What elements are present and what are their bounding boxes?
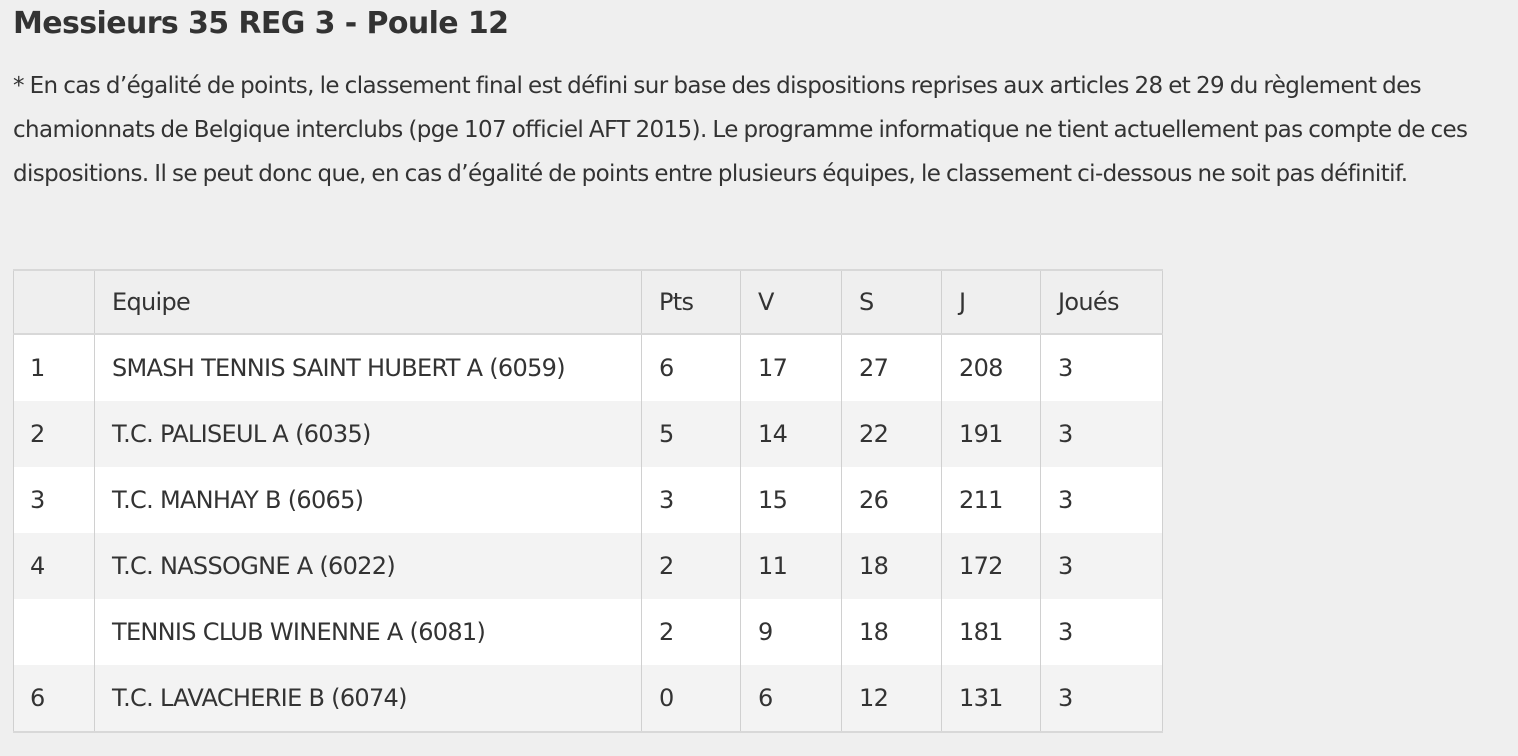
- cell-sets: 12: [841, 665, 942, 733]
- cell-sets: 18: [841, 599, 942, 665]
- cell-points: 3: [641, 467, 741, 533]
- page-title: Messieurs 35 REG 3 - Poule 12: [13, 6, 509, 41]
- cell-played: 3: [1040, 599, 1163, 665]
- cell-played: 3: [1040, 467, 1163, 533]
- cell-sets: 27: [841, 334, 942, 401]
- cell-rank: 4: [13, 533, 95, 599]
- header-wins: V: [740, 269, 842, 335]
- cell-played: 3: [1040, 401, 1163, 467]
- cell-played: 3: [1040, 334, 1163, 401]
- header-sets: S: [841, 269, 942, 335]
- header-played: Joués: [1040, 269, 1163, 335]
- cell-played: 3: [1040, 533, 1163, 599]
- table-row: 4 T.C. NASSOGNE A (6022) 2 11 18 172 3: [13, 533, 1163, 599]
- cell-points: 2: [641, 533, 741, 599]
- cell-wins: 11: [740, 533, 842, 599]
- cell-team: SMASH TENNIS SAINT HUBERT A (6059): [94, 334, 642, 401]
- cell-points: 5: [641, 401, 741, 467]
- cell-rank: [13, 599, 95, 665]
- standings-table: Equipe Pts V S J Joués 1 SMASH TENNIS SA…: [13, 269, 1163, 733]
- cell-sets: 18: [841, 533, 942, 599]
- cell-team: T.C. MANHAY B (6065): [94, 467, 642, 533]
- cell-games: 172: [941, 533, 1041, 599]
- cell-points: 2: [641, 599, 741, 665]
- cell-team: T.C. NASSOGNE A (6022): [94, 533, 642, 599]
- cell-wins: 14: [740, 401, 842, 467]
- header-games: J: [941, 269, 1041, 335]
- cell-games: 211: [941, 467, 1041, 533]
- table-header-row: Equipe Pts V S J Joués: [13, 269, 1163, 335]
- cell-points: 0: [641, 665, 741, 733]
- cell-team: T.C. LAVACHERIE B (6074): [94, 665, 642, 733]
- cell-games: 181: [941, 599, 1041, 665]
- cell-sets: 22: [841, 401, 942, 467]
- cell-sets: 26: [841, 467, 942, 533]
- main-content: Messieurs 35 REG 3 - Poule 12 * En cas d…: [13, 0, 1508, 733]
- cell-games: 191: [941, 401, 1041, 467]
- cell-games: 131: [941, 665, 1041, 733]
- cell-team: T.C. PALISEUL A (6035): [94, 401, 642, 467]
- cell-rank: 3: [13, 467, 95, 533]
- cell-wins: 9: [740, 599, 842, 665]
- cell-wins: 15: [740, 467, 842, 533]
- header-team: Equipe: [94, 269, 642, 335]
- cell-points: 6: [641, 334, 741, 401]
- cell-rank: 1: [13, 334, 95, 401]
- cell-rank: 2: [13, 401, 95, 467]
- cell-games: 208: [941, 334, 1041, 401]
- cell-wins: 17: [740, 334, 842, 401]
- header-points: Pts: [641, 269, 741, 335]
- ranking-disclaimer: * En cas d’égalité de points, le classem…: [13, 73, 1468, 187]
- table-row: 3 T.C. MANHAY B (6065) 3 15 26 211 3: [13, 467, 1163, 533]
- table-row: 6 T.C. LAVACHERIE B (6074) 0 6 12 131 3: [13, 665, 1163, 733]
- table-row: 2 T.C. PALISEUL A (6035) 5 14 22 191 3: [13, 401, 1163, 467]
- table-row: 1 SMASH TENNIS SAINT HUBERT A (6059) 6 1…: [13, 334, 1163, 401]
- table-row: TENNIS CLUB WINENNE A (6081) 2 9 18 181 …: [13, 599, 1163, 665]
- cell-team: TENNIS CLUB WINENNE A (6081): [94, 599, 642, 665]
- cell-rank: 6: [13, 665, 95, 733]
- cell-played: 3: [1040, 665, 1163, 733]
- header-rank: [13, 269, 95, 335]
- cell-wins: 6: [740, 665, 842, 733]
